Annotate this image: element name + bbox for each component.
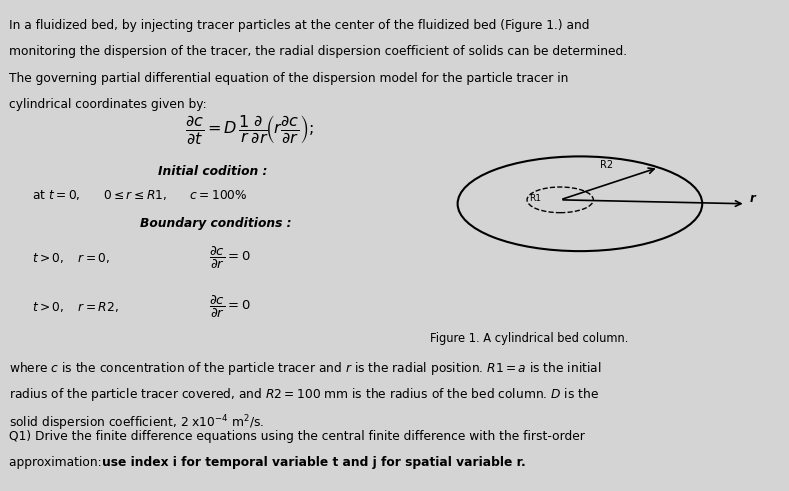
Text: The governing partial differential equation of the dispersion model for the part: The governing partial differential equat…: [9, 72, 569, 84]
Text: Q1) Drive the finite difference equations using the central finite difference wi: Q1) Drive the finite difference equation…: [9, 430, 585, 442]
Text: Initial codition :: Initial codition :: [158, 165, 267, 178]
Text: where $c$ is the concentration of the particle tracer and $r$ is the radial posi: where $c$ is the concentration of the pa…: [9, 360, 602, 377]
Text: $t > 0,\quad r = R2,$: $t > 0,\quad r = R2,$: [32, 300, 118, 314]
Text: In a fluidized bed, by injecting tracer particles at the center of the fluidized: In a fluidized bed, by injecting tracer …: [9, 19, 590, 31]
Text: R2: R2: [600, 161, 613, 170]
Text: solid dispersion coefficient, 2 x10$^{-4}$ m$^2$/s.: solid dispersion coefficient, 2 x10$^{-4…: [9, 413, 265, 433]
Text: $\dfrac{\partial c}{\partial t} = D\,\dfrac{1}{r}\dfrac{\partial}{\partial r}\!\: $\dfrac{\partial c}{\partial t} = D\,\df…: [185, 114, 315, 146]
Text: at $t = 0$,      $0 \leq r \leq R1$,      $c = 100\%$: at $t = 0$, $0 \leq r \leq R1$, $c = 100…: [32, 189, 247, 202]
Text: monitoring the dispersion of the tracer, the radial dispersion coefficient of so: monitoring the dispersion of the tracer,…: [9, 45, 627, 58]
Text: cylindrical coordinates given by:: cylindrical coordinates given by:: [9, 98, 207, 111]
Text: $\dfrac{\partial c}{\partial r} = 0$: $\dfrac{\partial c}{\partial r} = 0$: [209, 294, 251, 320]
Text: radius of the particle tracer covered, and $R2 = 100$ mm is the radius of the be: radius of the particle tracer covered, a…: [9, 386, 600, 404]
Text: use index i for temporal variable t and j for spatial variable r.: use index i for temporal variable t and …: [102, 456, 525, 469]
Text: $t > 0,\quad r = 0,$: $t > 0,\quad r = 0,$: [32, 251, 110, 265]
Text: $\dfrac{\partial c}{\partial r} = 0$: $\dfrac{\partial c}{\partial r} = 0$: [209, 245, 251, 271]
Text: R1: R1: [529, 194, 541, 203]
Text: Boundary conditions :: Boundary conditions :: [140, 217, 292, 230]
Text: r: r: [750, 192, 755, 205]
Text: approximation:: approximation:: [9, 456, 106, 469]
Text: Figure 1. A cylindrical bed column.: Figure 1. A cylindrical bed column.: [430, 332, 628, 345]
